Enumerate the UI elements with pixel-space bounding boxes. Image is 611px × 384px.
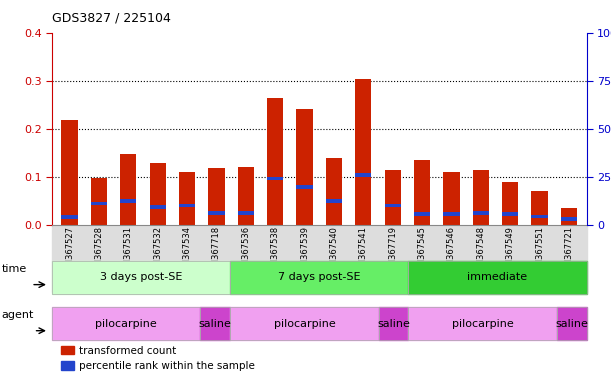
Bar xyxy=(532,215,547,218)
Text: immediate: immediate xyxy=(467,272,527,283)
Bar xyxy=(120,154,136,225)
Bar xyxy=(238,211,254,215)
Bar xyxy=(561,208,577,225)
Bar xyxy=(355,173,371,177)
Bar xyxy=(150,205,166,209)
Bar xyxy=(532,191,547,225)
Bar xyxy=(238,167,254,225)
Legend: transformed count, percentile rank within the sample: transformed count, percentile rank withi… xyxy=(57,341,259,375)
Bar xyxy=(414,212,430,215)
Bar xyxy=(444,172,459,225)
Bar xyxy=(384,204,401,207)
Bar xyxy=(296,185,313,189)
Bar xyxy=(502,212,518,215)
Bar xyxy=(473,211,489,215)
Text: saline: saline xyxy=(377,318,410,329)
Bar xyxy=(267,177,284,180)
Bar xyxy=(62,215,78,219)
Bar xyxy=(91,178,107,225)
Text: pilocarpine: pilocarpine xyxy=(274,318,335,329)
Text: GDS3827 / 225104: GDS3827 / 225104 xyxy=(52,12,171,25)
Bar xyxy=(179,204,195,207)
Bar xyxy=(120,199,136,203)
Bar xyxy=(473,170,489,225)
Text: agent: agent xyxy=(2,310,34,320)
Text: pilocarpine: pilocarpine xyxy=(95,318,157,329)
Bar xyxy=(444,212,459,216)
Bar xyxy=(91,202,107,205)
Bar xyxy=(414,160,430,225)
Bar xyxy=(179,172,195,225)
Text: 7 days post-SE: 7 days post-SE xyxy=(278,272,360,283)
Bar xyxy=(208,167,224,225)
Bar xyxy=(502,182,518,225)
Bar xyxy=(208,211,224,215)
Bar xyxy=(384,170,401,225)
Text: saline: saline xyxy=(199,318,232,329)
Bar xyxy=(62,120,78,225)
Bar xyxy=(326,159,342,225)
Text: pilocarpine: pilocarpine xyxy=(452,318,513,329)
Text: time: time xyxy=(2,264,27,274)
Bar xyxy=(355,79,371,225)
Text: 3 days post-SE: 3 days post-SE xyxy=(100,272,182,283)
Bar xyxy=(267,98,284,225)
Bar xyxy=(561,217,577,221)
Bar xyxy=(296,109,313,225)
Text: saline: saline xyxy=(555,318,588,329)
Bar xyxy=(150,163,166,225)
Bar xyxy=(326,199,342,203)
